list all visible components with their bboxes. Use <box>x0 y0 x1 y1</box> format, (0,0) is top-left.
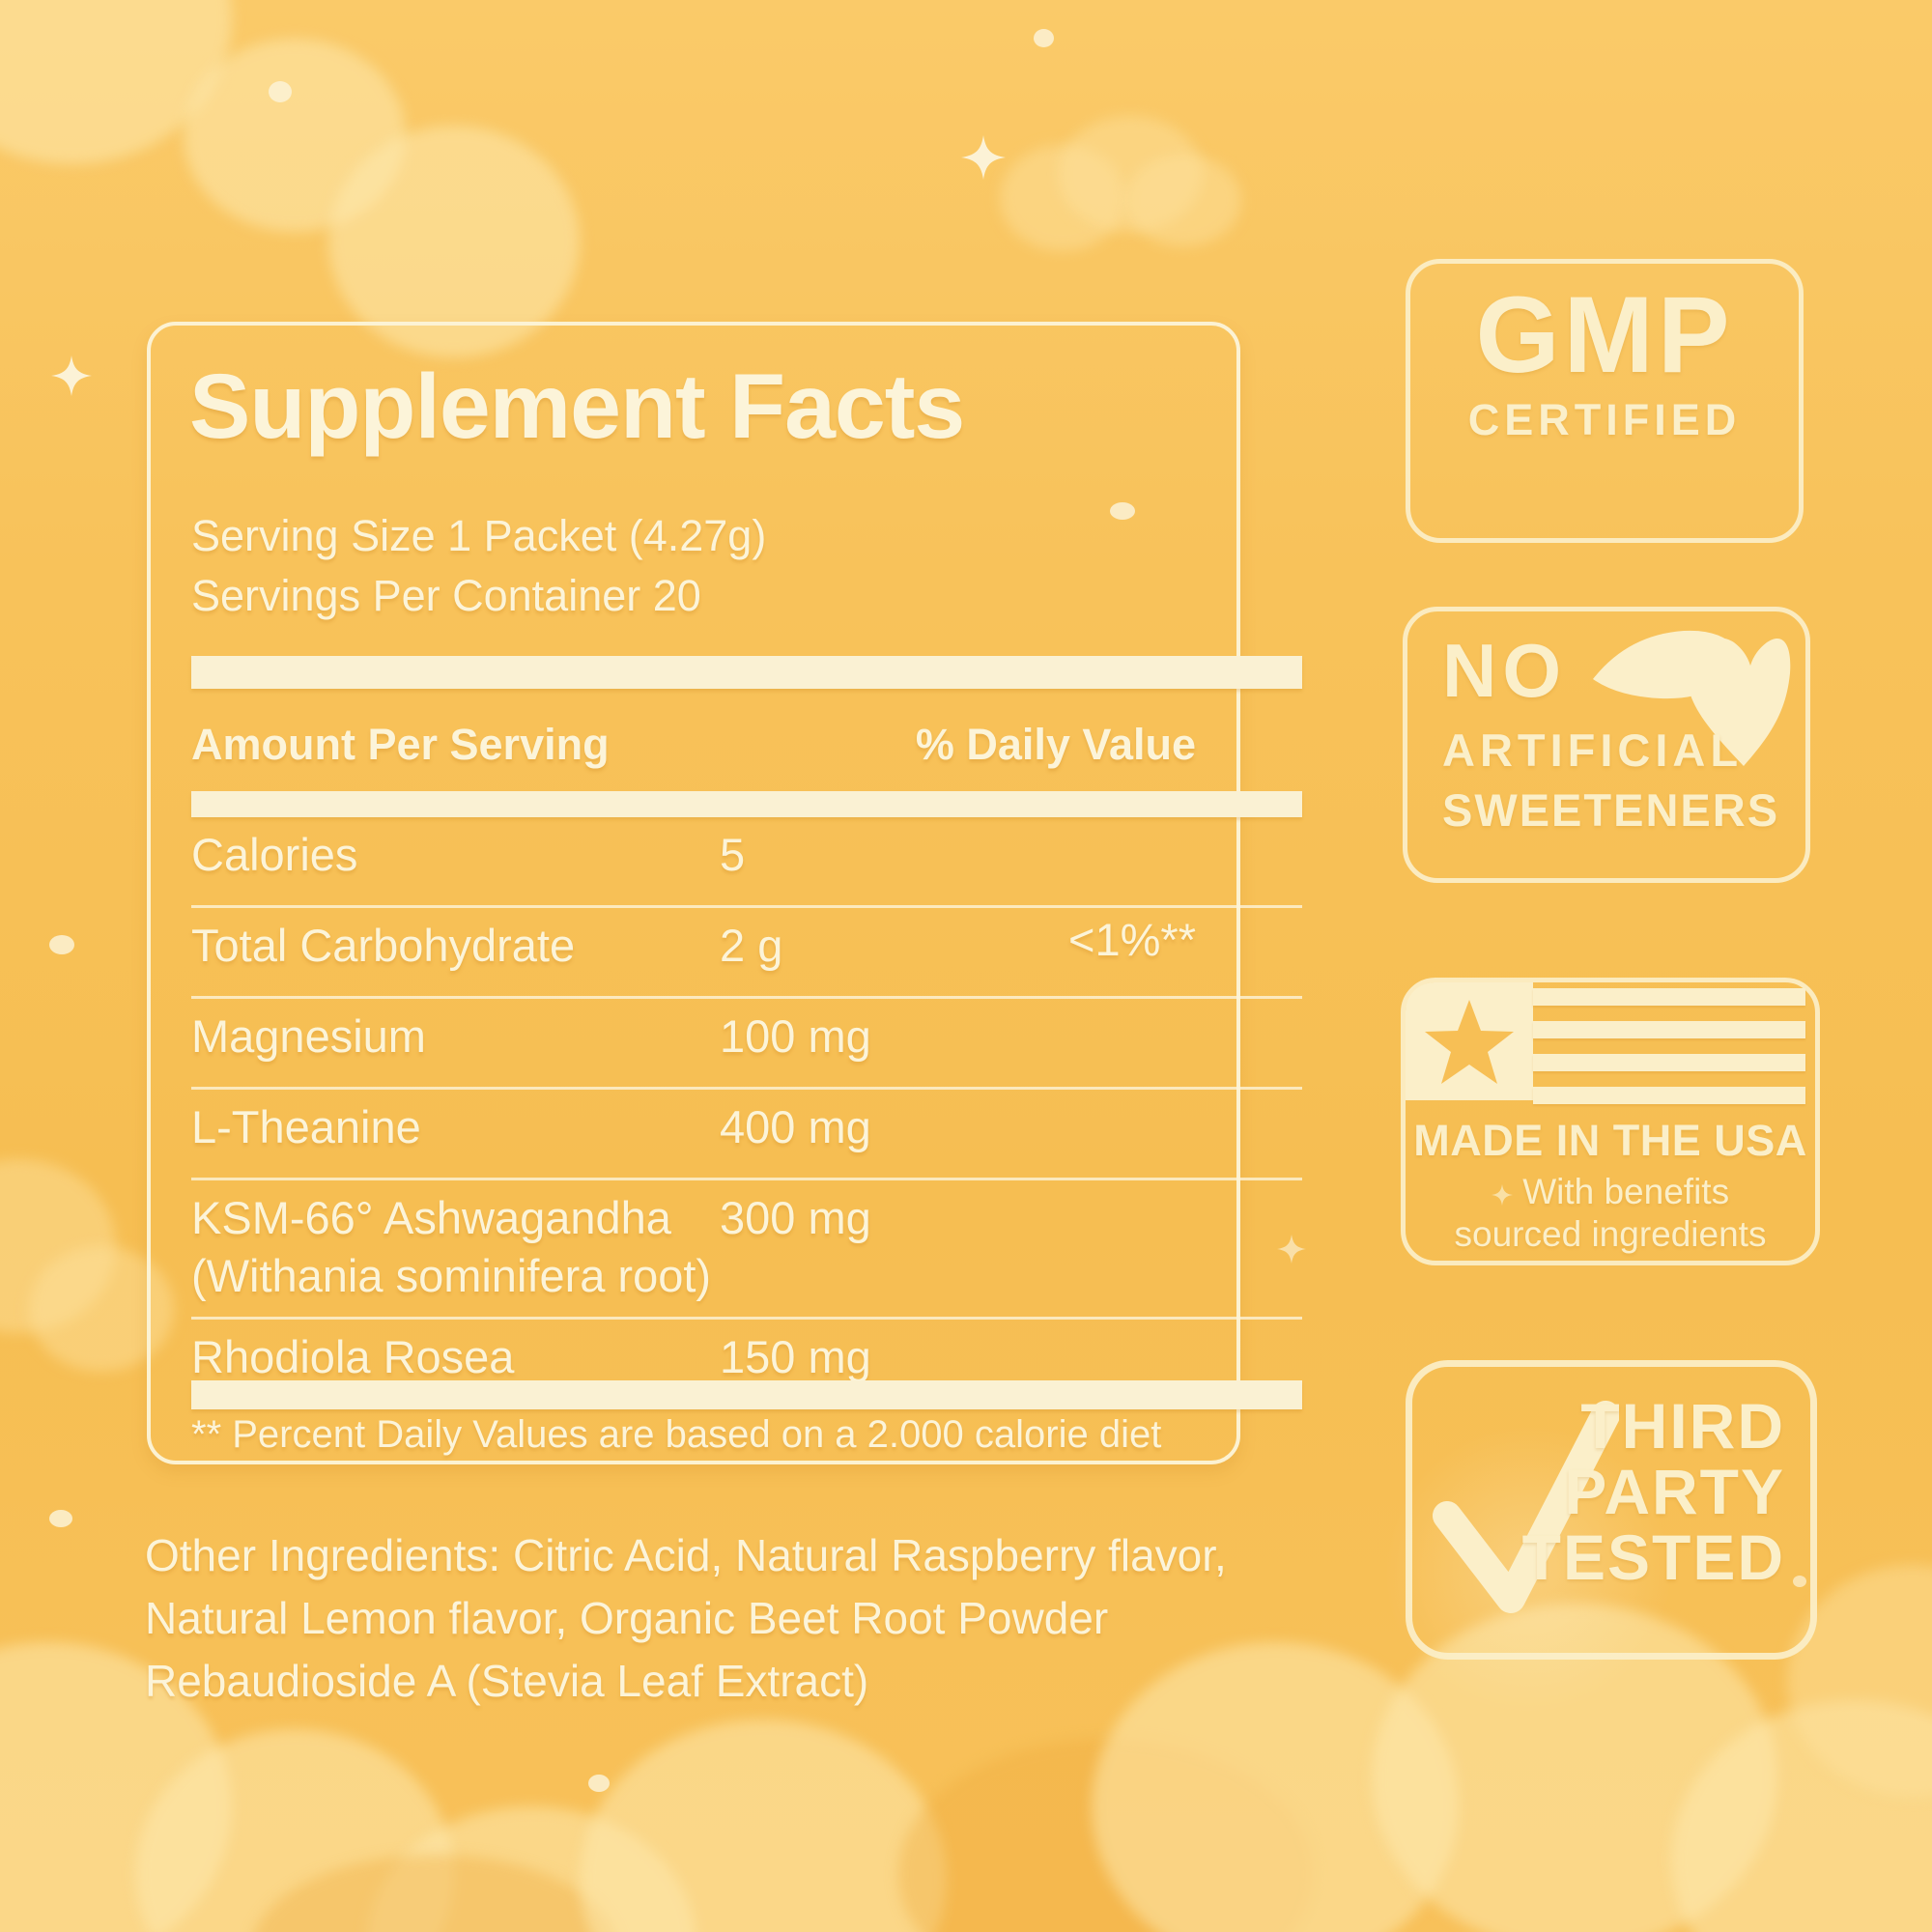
usa-sub-line1: With benefits <box>1406 1172 1815 1212</box>
usa-sub-line2: sourced ingredients <box>1454 1214 1767 1254</box>
row-name: Calories <box>191 829 358 880</box>
made-in-usa-text: MADE IN THE USA <box>1413 1116 1807 1165</box>
no-artificial-sweeteners-badge: NO ARTIFICIAL SWEETENERS <box>1403 607 1810 883</box>
third-party-tested-badge: THIRD PARTY TESTED <box>1383 1360 1817 1715</box>
row-daily-value: <1%** <box>1068 914 1196 965</box>
other-ingredients-line: Natural Lemon flavor, Organic Beet Root … <box>145 1593 1109 1643</box>
third-text: THIRD <box>1580 1390 1785 1462</box>
divider-bar-thick <box>191 656 1302 689</box>
sweeteners-text: SWEETENERS <box>1442 784 1780 836</box>
row-amount: 300 mg <box>720 1192 871 1243</box>
serving-size: Serving Size 1 Packet (4.27g) <box>191 511 767 560</box>
row-name: Total Carbohydrate <box>191 920 576 971</box>
column-header-amount: Amount Per Serving <box>191 720 610 769</box>
divider-bar-thick <box>191 791 1302 817</box>
row-divider <box>191 1317 1302 1320</box>
row-name: Magnesium <box>191 1010 426 1062</box>
no-text: NO <box>1442 628 1567 713</box>
row-divider <box>191 905 1302 908</box>
column-header-daily-value: % Daily Value <box>915 720 1196 769</box>
gmp-certified-badge: GMP CERTIFIED <box>1406 259 1804 543</box>
flag-stripe <box>1533 1087 1805 1104</box>
panel-title: Supplement Facts <box>189 355 965 458</box>
checkmark-icon <box>1426 1388 1620 1625</box>
other-ingredients: Other Ingredients: Citric Acid, Natural … <box>145 1524 1314 1713</box>
usa-sub-text: With benefits <box>1522 1172 1730 1211</box>
flag-stripe <box>1533 1054 1805 1071</box>
row-name-sub: (Withania sominifera root) <box>191 1250 712 1301</box>
star-icon <box>1425 1000 1514 1084</box>
row-name: L-Theanine <box>191 1101 421 1152</box>
flag-star-block <box>1406 982 1533 1100</box>
star-dot <box>49 1510 72 1527</box>
star-dot <box>49 935 74 954</box>
row-amount: 5 <box>720 829 746 880</box>
row-amount: 150 mg <box>720 1331 871 1382</box>
row-divider <box>191 996 1302 999</box>
party-text: PARTY <box>1564 1456 1785 1527</box>
sparkle-icon <box>1277 1235 1306 1264</box>
row-name: Rhodiola Rosea <box>191 1331 515 1382</box>
leaves-icon <box>1591 619 1794 779</box>
other-ingredients-line: Other Ingredients: Citric Acid, Natural … <box>145 1530 1227 1580</box>
star-dot <box>269 81 292 102</box>
star-dot <box>588 1775 610 1792</box>
star-dot <box>1034 29 1054 47</box>
servings-per-container: Servings Per Container 20 <box>191 571 701 620</box>
tested-period-dot <box>1793 1576 1806 1587</box>
tested-text: TESTED <box>1521 1521 1785 1593</box>
row-divider <box>191 1178 1302 1180</box>
made-in-usa-badge: MADE IN THE USA With benefits sourced in… <box>1401 978 1820 1265</box>
supplement-facts-panel: Supplement Facts Serving Size 1 Packet (… <box>147 322 1302 1464</box>
row-amount: 100 mg <box>720 1010 871 1062</box>
row-divider <box>191 1087 1302 1090</box>
other-ingredients-line: Rebaudioside A (Stevia Leaf Extract) <box>145 1656 869 1706</box>
sparkle-icon <box>51 355 92 396</box>
flag-stripe <box>1533 1021 1805 1038</box>
gmp-certified-text: CERTIFIED <box>1467 395 1742 444</box>
sparkle-icon <box>1491 1184 1513 1206</box>
row-name: KSM-66° Ashwagandha <box>191 1192 671 1243</box>
star-dot <box>1110 502 1135 520</box>
artificial-text: ARTIFICIAL <box>1442 724 1744 776</box>
flag-stripe <box>1533 988 1805 1006</box>
sparkle-icon <box>961 135 1006 180</box>
daily-value-footnote: ** Percent Daily Values are based on a 2… <box>191 1413 1162 1456</box>
row-amount: 2 g <box>720 920 783 971</box>
gmp-text: GMP <box>1475 274 1734 395</box>
row-amount: 400 mg <box>720 1101 871 1152</box>
divider-bar-thick <box>191 1380 1302 1409</box>
